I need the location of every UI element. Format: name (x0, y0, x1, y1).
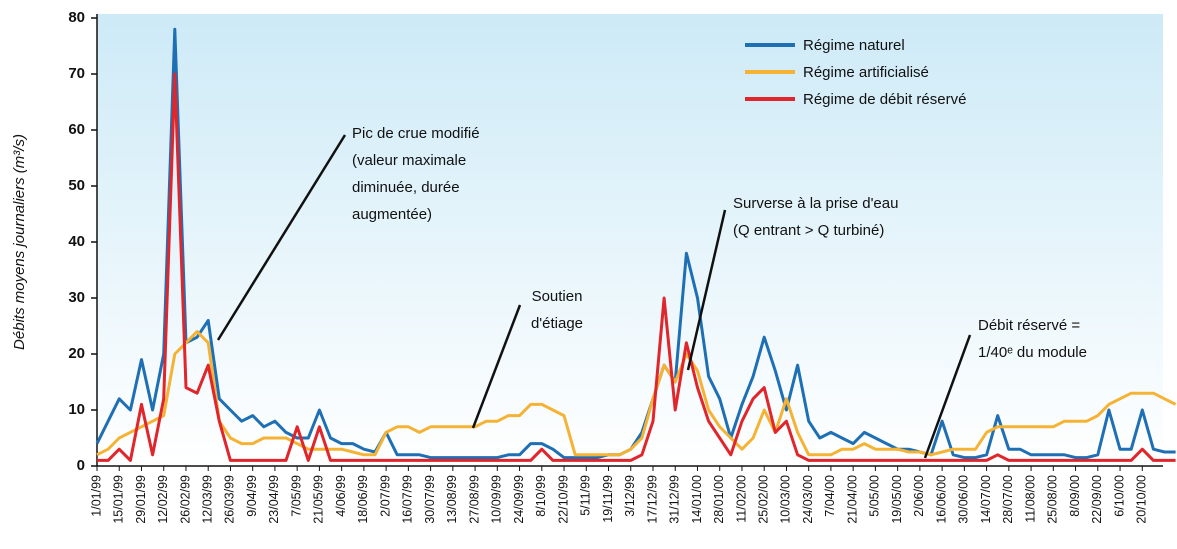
y-tick-label: 70 (68, 65, 85, 82)
x-tick-label: 21/04/00 (845, 475, 859, 524)
legend-label: Régime artificialisé (803, 64, 929, 81)
x-tick-label: 2/06/00 (912, 475, 926, 517)
x-tick-label: 5/11/99 (579, 475, 593, 516)
y-tick-label: 10 (68, 401, 85, 418)
series-line (96, 330, 1177, 457)
annotation-text: (Q entrant > Q turbiné) (733, 222, 884, 239)
x-tick-label: 14/01/00 (690, 475, 704, 524)
x-tick-label: 16/07/99 (401, 475, 415, 524)
x-tick-label: 2/07/99 (378, 475, 392, 517)
x-tick-label: 8/09/00 (1068, 475, 1082, 517)
y-tick-label: 60 (68, 121, 85, 138)
x-tick-label: 1/01/99 (89, 475, 103, 517)
x-tick-label: 27/08/99 (467, 475, 481, 524)
y-tick-label: 50 (68, 177, 85, 194)
x-tick-label: 22/10/99 (556, 475, 570, 524)
annotation-leader (686, 209, 727, 371)
x-tick-label: 26/02/99 (178, 475, 192, 524)
y-tick-label: 0 (77, 457, 85, 474)
annotation-leader (923, 334, 972, 459)
y-tick-label: 80 (68, 9, 85, 26)
x-tick-label: 29/01/99 (134, 475, 148, 524)
annotation-text: 1/40ᵉ du module (978, 344, 1087, 361)
x-tick-label: 31/12/99 (668, 475, 682, 524)
annotation-text: (valeur maximale (352, 152, 466, 169)
x-tick-label: 3/12/99 (623, 475, 637, 517)
y-tick-label: 20 (68, 345, 85, 362)
annotation-text: Débit réservé = (978, 317, 1080, 334)
x-tick-label: 6/10/00 (1112, 475, 1126, 517)
x-tick-label: 4/06/99 (334, 475, 348, 517)
x-tick-label: 5/05/00 (868, 475, 882, 517)
x-tick-label: 30/06/00 (957, 475, 971, 524)
x-tick-label: 15/01/99 (112, 475, 126, 524)
x-tick-label: 23/04/99 (267, 475, 281, 524)
x-tick-label: 9/04/99 (245, 475, 259, 517)
x-tick-label: 7/04/00 (823, 475, 837, 517)
x-tick-label: 11/08/00 (1023, 475, 1037, 523)
x-tick-label: 24/09/99 (512, 475, 526, 524)
x-tick-label: 26/03/99 (223, 475, 237, 524)
annotation-text: augmentée) (352, 206, 432, 223)
x-tick-label: 28/01/00 (712, 475, 726, 524)
x-tick-label: 7/05/99 (289, 475, 303, 517)
x-tick-label: 17/12/99 (645, 475, 659, 524)
y-tick-label: 30 (68, 289, 85, 306)
series-line (97, 72, 1176, 462)
annotation-text: diminuée, durée (352, 179, 460, 196)
x-tick-label: 16/06/00 (934, 475, 948, 524)
y-tick-label: 40 (68, 233, 85, 250)
x-tick-label: 8/10/99 (534, 475, 548, 517)
x-tick-label: 12/03/99 (200, 475, 214, 524)
x-tick-label: 18/06/99 (356, 475, 370, 524)
annotation-text: Surverse à la prise d'eau (733, 195, 898, 212)
x-tick-label: 28/07/00 (1001, 475, 1015, 524)
x-tick-label: 10/03/00 (779, 475, 793, 524)
x-tick-label: 30/07/99 (423, 475, 437, 524)
x-tick-label: 25/02/00 (756, 475, 770, 524)
legend-label: Régime de débit réservé (803, 91, 966, 108)
x-tick-label: 19/11/99 (601, 475, 615, 523)
x-tick-label: 24/03/00 (801, 475, 815, 524)
annotation-text: Pic de crue modifié (352, 125, 480, 142)
annotation-leader (471, 304, 522, 429)
x-tick-label: 20/10/00 (1135, 475, 1149, 524)
y-axis-label: Débits moyens journaliers (m³/s) (11, 134, 28, 350)
x-tick-label: 13/08/99 (445, 475, 459, 524)
x-tick-label: 21/05/99 (312, 475, 326, 524)
x-tick-label: 22/09/00 (1090, 475, 1104, 524)
x-tick-label: 14/07/00 (979, 475, 993, 524)
annotation-leader (216, 134, 347, 341)
x-tick-label: 19/05/00 (890, 475, 904, 524)
annotation-text: d'étiage (531, 315, 583, 332)
annotation-text: Soutien (532, 288, 583, 305)
series-line (95, 27, 1176, 460)
x-tick-label: 25/08/00 (1046, 475, 1060, 524)
x-tick-label: 12/02/99 (156, 475, 170, 524)
legend-label: Régime naturel (803, 37, 905, 54)
x-tick-label: 11/02/00 (734, 475, 748, 523)
x-tick-label: 10/09/99 (490, 475, 504, 524)
plot-background (97, 14, 1163, 466)
